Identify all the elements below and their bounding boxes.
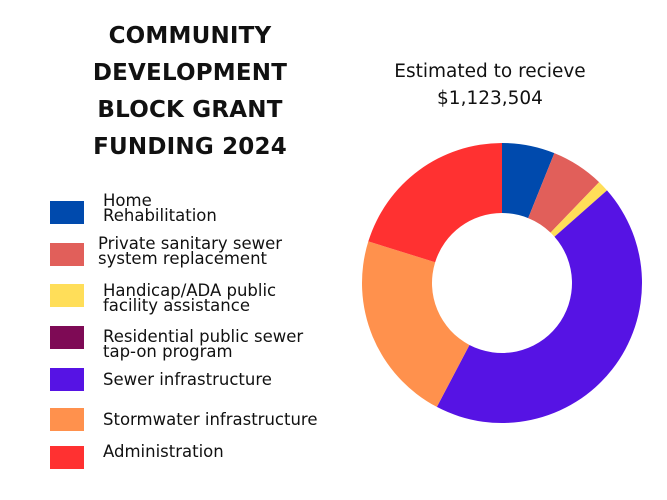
legend-label: Stormwater infrastructure [103, 410, 318, 429]
legend-item: Sewer infrastructure [50, 368, 272, 391]
legend-item: Residential public sewer tap-on program [50, 326, 303, 360]
donut-slice [550, 182, 608, 237]
legend-item: Administration [50, 443, 224, 469]
legend-swatch [50, 446, 84, 469]
donut-slices [362, 143, 642, 423]
title-line: FUNDING 2024 [93, 134, 287, 160]
title-line: COMMUNITY [108, 23, 272, 49]
legend-label: Residential public sewer tap-on program [103, 327, 304, 361]
chart-title: COMMUNITY DEVELOPMENT BLOCK GRANT FUNDIN… [60, 18, 320, 166]
legend-item: Home Rehabilitation [50, 192, 217, 224]
legend-label: Home Rehabilitation [103, 191, 217, 225]
legend-label: Handicap/ADA public facility assistance [103, 281, 277, 315]
estimate-amount: $1,123,504 [437, 88, 543, 109]
legend-swatch [50, 368, 84, 391]
legend-item: Stormwater infrastructure [50, 408, 317, 431]
funding-estimate: Estimated to recieve $1,123,504 [350, 58, 630, 112]
legend-swatch [50, 284, 84, 307]
legend-label: Private sanitary sewer system replacement [98, 234, 283, 268]
donut-slice [368, 143, 502, 263]
title-line: DEVELOPMENT [92, 60, 288, 86]
legend-label: Sewer infrastructure [103, 370, 272, 389]
legend-item: Handicap/ADA public facility assistance [50, 282, 276, 314]
title-line: BLOCK GRANT [97, 97, 283, 123]
legend-swatch [50, 326, 84, 349]
legend-item: Private sanitary sewer system replacement [50, 235, 282, 267]
estimate-label: Estimated to recieve [394, 61, 586, 82]
legend-label: Administration [103, 442, 224, 461]
donut-chart [362, 143, 642, 423]
donut-slice [502, 143, 555, 219]
legend-swatch [50, 243, 84, 266]
legend-swatch [50, 201, 84, 224]
donut-slice [528, 153, 600, 233]
donut-slice [362, 241, 470, 407]
donut-slice [436, 190, 642, 423]
legend-swatch [50, 408, 84, 431]
